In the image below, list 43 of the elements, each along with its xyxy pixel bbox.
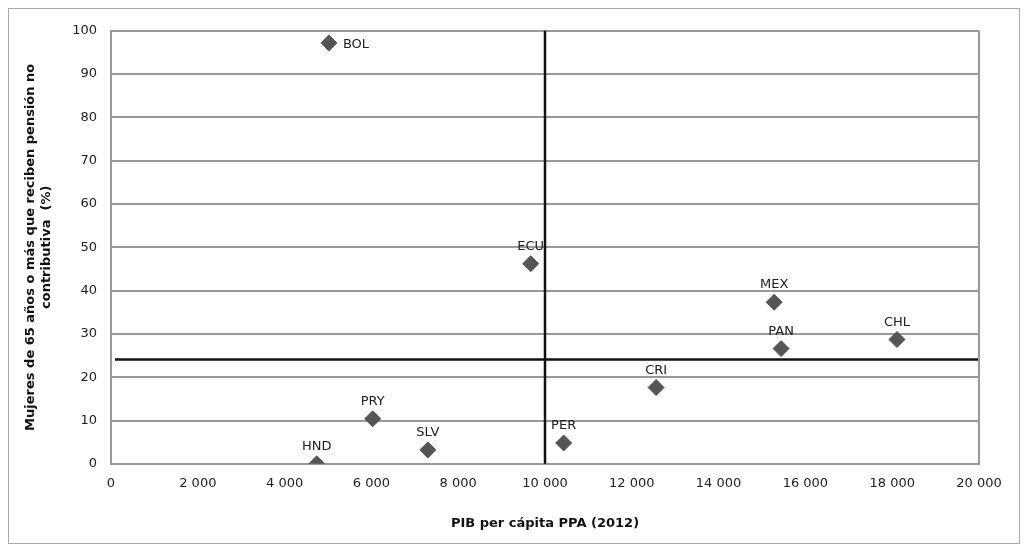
x-axis-title: PIB per cápita PPA (2012): [450, 514, 640, 530]
x-tick-label: 0: [106, 474, 116, 490]
annotation: MEX: [759, 276, 789, 292]
x-tick-label: 4 000: [266, 474, 304, 490]
point: [647, 379, 665, 397]
x-tick-label: 10 000: [522, 474, 568, 490]
annotation: PRY: [360, 392, 385, 408]
y-tick-label: 50: [80, 238, 98, 254]
y-tick-label: 60: [80, 195, 98, 211]
x-tick-label: 14 000: [695, 474, 742, 490]
y-tick-label: 40: [80, 281, 98, 297]
point: [364, 410, 382, 428]
annotation: SLV: [416, 423, 440, 439]
annotation: CRI: [645, 361, 668, 377]
y-tick-label: 70: [80, 152, 98, 168]
x-tick-label: 2 000: [179, 474, 217, 490]
y-tick-label: 0: [88, 455, 98, 471]
point: [765, 293, 783, 311]
annotation: BOL: [342, 35, 370, 51]
y-tick-label: 100: [72, 22, 98, 38]
point: [522, 255, 540, 273]
point: [320, 34, 338, 52]
point: [555, 434, 573, 452]
x-tick-label: 6 000: [352, 474, 391, 490]
y-tick-label: 80: [80, 108, 98, 124]
y-tick-label: 20: [80, 368, 98, 384]
x-tick-label: 18 000: [869, 474, 915, 490]
x-tick-label: 8 000: [439, 474, 477, 490]
annotation: HND: [301, 437, 332, 453]
x-tick-label: 16 000: [782, 474, 829, 490]
x-tick-label: 12 000: [609, 474, 655, 490]
annotation: PER: [551, 417, 577, 433]
annotation: CHL: [883, 313, 911, 329]
y-tick-label: 10: [80, 411, 98, 427]
point: [888, 331, 906, 349]
y-tick-label: 90: [80, 65, 98, 81]
y-axis-title: Mujeres de 65 años o más que reciben pensión no contributiva (%): [22, 63, 53, 431]
x-tick-label: 20 000: [956, 474, 1002, 490]
y-tick-label: 30: [80, 325, 98, 341]
annotation: ECU: [517, 237, 545, 253]
point: [419, 441, 437, 459]
point: [772, 340, 790, 358]
annotation: PAN: [768, 322, 794, 338]
